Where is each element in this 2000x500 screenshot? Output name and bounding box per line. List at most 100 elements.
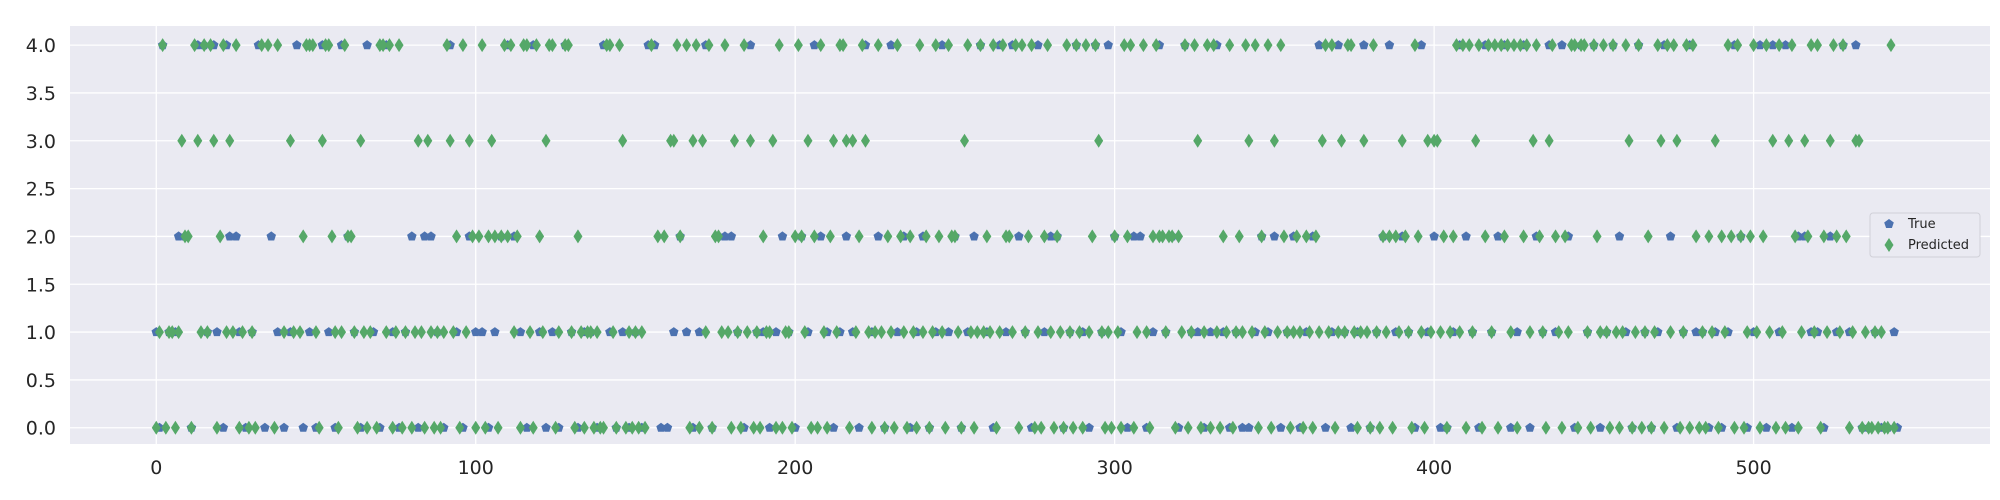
predicted-point [158,38,168,53]
predicted-point [154,325,164,340]
predicted-point [1202,38,1212,53]
true-point [1359,40,1369,50]
predicted-point [621,420,631,435]
predicted-point [1205,420,1215,435]
predicted-point [1685,420,1695,435]
predicted-point [982,229,992,244]
predicted-point [186,420,196,435]
predicted-point [372,420,382,435]
predicted-point [496,229,506,244]
predicted-point [1177,325,1187,340]
predicted-point [285,133,295,148]
predicted-point [848,133,858,148]
predicted-point [1873,420,1883,435]
predicted-point [1196,420,1206,435]
predicted-point [624,325,634,340]
true-point [413,422,423,432]
predicted-point [1193,133,1203,148]
predicted-point [1413,229,1423,244]
predicted-point [1167,229,1177,244]
predicted-point [468,229,478,244]
predicted-point [394,38,404,53]
true-point [1557,40,1567,50]
predicted-point [1761,38,1771,53]
predicted-point [1701,420,1711,435]
true-point [937,40,947,50]
true-point [1103,40,1113,50]
true-point [1761,422,1772,432]
predicted-point [1043,38,1053,53]
predicted-point [768,133,778,148]
true-point [694,327,705,337]
true-point [1889,327,1899,337]
true-point [873,231,883,241]
x-tick-label: 300 [1097,457,1133,479]
predicted-point [1854,133,1864,148]
predicted-point [1250,38,1260,53]
predicted-point [1129,420,1139,435]
predicted-point [646,38,656,53]
predicted-point [960,133,970,148]
predicted-point [1142,325,1152,340]
predicted-point [202,325,212,340]
predicted-point [1806,38,1816,53]
predicted-point [1637,420,1647,435]
x-tick-label: 400 [1416,457,1452,479]
predicted-point [1321,38,1331,53]
true-point [720,231,730,241]
predicted-point [864,325,874,340]
true-point [1148,327,1158,337]
predicted-point [196,325,206,340]
predicted-point [915,38,925,53]
predicted-point [1455,325,1465,340]
predicted-point [1103,325,1113,340]
predicted-point [1800,133,1810,148]
predicted-point [1765,325,1775,340]
predicted-point [599,420,609,435]
predicted-point [279,325,289,340]
true-point [1122,422,1133,432]
predicted-point [787,420,797,435]
predicted-point [1608,38,1618,53]
predicted-point [937,325,947,340]
predicted-point [1554,325,1564,340]
predicted-point [1023,229,1033,244]
true-point [279,422,289,432]
predicted-point [720,38,730,53]
predicted-point [1483,38,1493,53]
true-point [969,231,979,241]
predicted-point [554,325,564,340]
predicted-point [1289,325,1299,340]
true-point [1193,327,1203,337]
predicted-point [723,325,733,340]
predicted-point [1474,38,1484,53]
predicted-point [972,325,982,340]
predicted-point [1688,38,1698,53]
predicted-point [931,38,941,53]
predicted-point [857,38,867,53]
predicted-point [1781,420,1791,435]
predicted-point [739,38,749,53]
predicted-point [432,325,442,340]
predicted-point [413,133,423,148]
true-point [1755,40,1765,50]
predicted-point [244,420,254,435]
predicted-point [1710,133,1720,148]
predicted-point [1221,325,1231,340]
predicted-point [1758,229,1768,244]
true-point [777,231,788,241]
true-point [324,327,334,337]
predicted-point [966,325,976,340]
predicted-point [337,325,347,340]
predicted-point [1384,229,1394,244]
predicted-point [1634,38,1644,53]
predicted-point [1630,325,1640,340]
predicted-point [1797,325,1807,340]
true-point [173,231,184,241]
true-point [266,231,276,241]
predicted-point [1030,420,1040,435]
predicted-point [1860,325,1870,340]
predicted-point [1298,420,1308,435]
predicted-point [576,325,586,340]
predicted-point [803,133,813,148]
